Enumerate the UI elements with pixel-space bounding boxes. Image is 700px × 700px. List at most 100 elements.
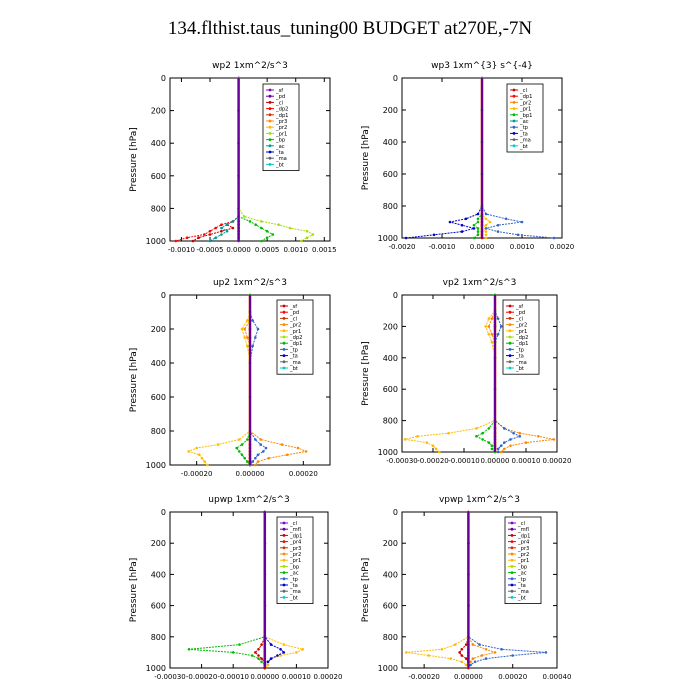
data-point (493, 651, 497, 654)
legend-label: _cl (519, 88, 527, 94)
legend-marker (282, 583, 286, 587)
panel-title: vp2 1xm^2/s^3 (443, 278, 517, 288)
data-point (267, 456, 271, 460)
data-point (484, 212, 488, 216)
legend-label: _cl (289, 316, 297, 322)
data-point (238, 438, 241, 441)
data-point (300, 239, 303, 243)
data-point (478, 643, 481, 646)
y-tick-label: 600 (383, 602, 398, 611)
x-tick-label: 0.00010 (512, 457, 541, 465)
data-point (260, 660, 263, 664)
data-point (240, 443, 244, 446)
data-point (437, 450, 441, 454)
x-tick-label: 0.00020 (543, 457, 572, 465)
legend-label: _mfl (517, 527, 529, 533)
legend-marker (282, 577, 286, 581)
x-tick-label: 0.00020 (498, 673, 527, 681)
data-point (254, 223, 257, 226)
data-point (460, 648, 464, 651)
legend-label: _tp (515, 347, 525, 353)
data-point (464, 643, 468, 646)
panel-1: wp2 1xm^2/s^3 Pressure [hPa] 0 200 400 600 800… (129, 61, 337, 254)
legend-marker (512, 113, 516, 117)
legend-label: _bt (289, 366, 298, 372)
x-tick-label: 0.0010 (283, 246, 308, 254)
legend-label: _ta (515, 354, 524, 360)
y-axis-label: Pressure [hPa] (129, 348, 139, 413)
plot-frame (401, 511, 558, 669)
data-point (487, 325, 491, 328)
legend-marker (510, 546, 514, 550)
x-tick-label: 0.00000 (454, 673, 483, 681)
data-point (487, 333, 491, 336)
y-axis-label: Pressure [hPa] (129, 127, 139, 192)
y-tick-label: 800 (151, 204, 166, 213)
x-tick-label: -0.00020 (186, 673, 217, 681)
data-point (484, 657, 488, 660)
legend-marker (508, 317, 512, 320)
data-point (416, 435, 419, 438)
data-point (487, 427, 491, 430)
data-point (282, 643, 286, 646)
legend-label: _cl (289, 521, 297, 527)
y-tick-label: 800 (151, 427, 166, 436)
data-point (208, 233, 212, 236)
x-tick-label: 0.00040 (543, 673, 572, 681)
data-point (471, 657, 475, 660)
series-line-ac (209, 78, 240, 242)
y-tick-label: 400 (151, 139, 166, 148)
panel-title: wp2 1xm^2/s^3 (212, 61, 288, 71)
data-point (286, 453, 289, 457)
y-tick-label: 200 (151, 107, 166, 116)
legend-label: _dp1 (289, 533, 302, 539)
legend-label: _tp (519, 125, 529, 131)
legend-marker (512, 125, 516, 129)
data-point (248, 220, 252, 223)
figure-title: 134.flthist.taus_tuning00 BUDGET at270E,… (167, 18, 533, 39)
data-point (460, 654, 464, 657)
legend-marker (268, 156, 272, 160)
data-point (524, 441, 528, 444)
legend-label: _ta (289, 354, 298, 360)
series-line-pr1 (406, 512, 469, 669)
legend-marker (510, 565, 514, 568)
data-point (490, 317, 494, 320)
legend-label: _pd (289, 310, 299, 316)
data-point (282, 651, 286, 654)
data-point (440, 648, 444, 651)
data-point (304, 450, 308, 453)
x-tick-label: -0.0010 (428, 243, 455, 251)
data-point (476, 230, 480, 233)
legend-label: _ta (519, 131, 528, 137)
legend-label: _bp1 (519, 113, 532, 119)
x-tick-label: 0.0020 (550, 243, 575, 251)
data-point (460, 660, 464, 664)
legend-marker (282, 310, 286, 314)
legend-marker (510, 571, 514, 574)
data-point (490, 340, 494, 344)
y-tick-label: 1000 (378, 234, 398, 243)
legend-label: _pd (515, 310, 525, 316)
legend-marker (512, 132, 516, 135)
y-tick-label: 200 (383, 539, 398, 548)
data-point (405, 651, 408, 654)
legend-marker (510, 540, 514, 543)
data-point (200, 456, 204, 460)
data-point (191, 239, 195, 243)
legend-marker (512, 88, 516, 92)
legend-marker (282, 317, 286, 320)
legend-label: _pr2 (289, 323, 301, 329)
y-tick-label: 1000 (146, 461, 166, 470)
data-point (185, 236, 189, 239)
legend-marker (268, 113, 272, 117)
legend-marker (508, 329, 512, 333)
legend-marker (282, 546, 286, 550)
legend-label: _ma (515, 360, 527, 366)
data-point (208, 239, 212, 243)
legend-marker (282, 596, 286, 599)
y-tick-label: 600 (383, 170, 398, 179)
y-tick-label: 1000 (146, 664, 166, 673)
legend-marker (268, 138, 272, 142)
legend-marker (282, 323, 286, 326)
